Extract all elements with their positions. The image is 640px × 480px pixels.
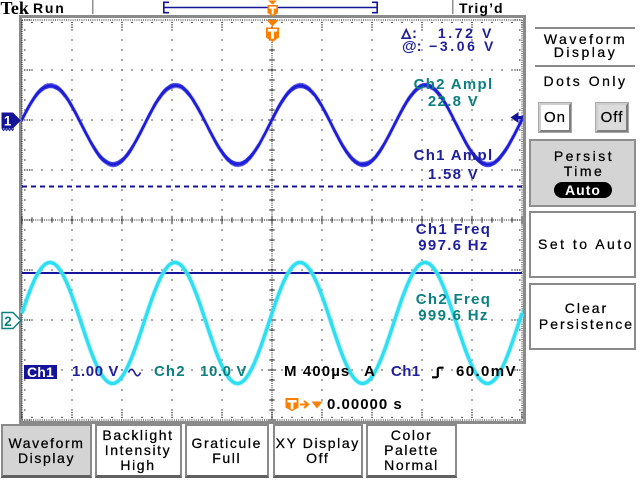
svg-text:2: 2 [4, 314, 12, 329]
svg-text:1: 1 [4, 114, 12, 129]
